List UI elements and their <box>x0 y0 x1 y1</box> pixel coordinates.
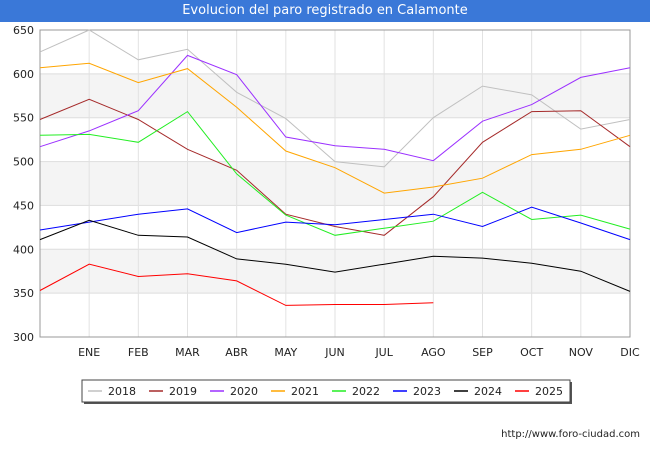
x-axis-ticks: ENE FEB MAR ABR MAY JUN JUL AGO SEP OCT NOV DIC <box>78 346 640 359</box>
legend-label-2025: 2025 <box>535 385 563 398</box>
x-tick-label: AGO <box>421 346 446 359</box>
y-axis-ticks: 300 350 400 450 500 550 600 650 <box>13 24 34 344</box>
series-line-2022 <box>39 110 631 236</box>
legend-box <box>81 379 571 403</box>
y-tick-label: 650 <box>13 24 34 37</box>
legend-label-2019: 2019 <box>169 385 197 398</box>
x-tick-label: JUN <box>324 346 345 359</box>
source-url[interactable]: http://www.foro-ciudad.com <box>501 429 640 440</box>
series-line-2020 <box>39 54 631 162</box>
x-tick-label: ENE <box>78 346 100 359</box>
y-tick-label: 350 <box>13 287 34 300</box>
y-tick-label: 550 <box>13 112 34 125</box>
x-tick-label: OCT <box>520 346 543 359</box>
x-tick-label: ABR <box>225 346 248 359</box>
x-tick-label: SEP <box>472 346 493 359</box>
legend-label-2024: 2024 <box>474 385 502 398</box>
plot-border <box>39 29 631 338</box>
x-tick-label: JUL <box>374 346 393 359</box>
x-tick-label: FEB <box>128 346 149 359</box>
y-tick-label: 300 <box>13 331 34 344</box>
chart-title: Evolucion del paro registrado en Calamon… <box>0 0 650 22</box>
series-lines <box>39 29 631 306</box>
line-chart: 300 350 400 450 500 550 600 650 ENE FEB MAR ABR MAY… <box>13 24 640 404</box>
y-tick-label: 400 <box>13 243 34 256</box>
legend-label-2020: 2020 <box>230 385 258 398</box>
x-tick-label: NOV <box>569 346 594 359</box>
y-tick-label: 450 <box>13 199 34 212</box>
x-tick-label: MAY <box>274 346 297 359</box>
legend: 2018 2019 2020 2021 2022 2023 2024 2025 <box>81 379 572 404</box>
series-line-2021 <box>39 62 631 194</box>
legend-label-2022: 2022 <box>352 385 380 398</box>
legend-label-2023: 2023 <box>413 385 441 398</box>
series-line-2024 <box>39 219 631 292</box>
series-line-2023 <box>39 206 631 241</box>
y-tick-label: 500 <box>13 156 34 169</box>
y-tick-label: 600 <box>13 68 34 81</box>
legend-label-2018: 2018 <box>108 385 136 398</box>
x-tick-label: DIC <box>620 346 640 359</box>
series-line-2025 <box>39 263 434 306</box>
series-line-2019 <box>39 98 631 236</box>
x-tick-label: MAR <box>175 346 200 359</box>
legend-label-2021: 2021 <box>291 385 319 398</box>
series-line-2018 <box>39 29 631 168</box>
